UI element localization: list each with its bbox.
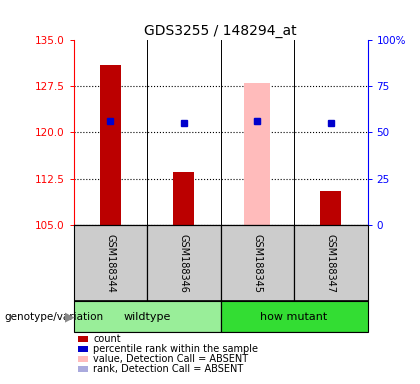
Text: rank, Detection Call = ABSENT: rank, Detection Call = ABSENT xyxy=(93,364,244,374)
Bar xyxy=(147,225,220,301)
Text: GSM188346: GSM188346 xyxy=(179,233,189,293)
Bar xyxy=(74,225,147,301)
Bar xyxy=(74,301,220,332)
Text: ▶: ▶ xyxy=(65,310,75,323)
Text: genotype/variation: genotype/variation xyxy=(4,312,103,322)
Text: GSM188347: GSM188347 xyxy=(326,233,336,293)
Text: GSM188344: GSM188344 xyxy=(105,233,115,293)
Bar xyxy=(220,301,368,332)
Bar xyxy=(173,172,194,225)
Bar xyxy=(100,65,121,225)
Text: count: count xyxy=(93,334,121,344)
Title: GDS3255 / 148294_at: GDS3255 / 148294_at xyxy=(144,24,297,38)
Bar xyxy=(244,83,270,225)
Bar xyxy=(320,191,341,225)
Text: value, Detection Call = ABSENT: value, Detection Call = ABSENT xyxy=(93,354,248,364)
Text: GSM188345: GSM188345 xyxy=(252,233,262,293)
Text: how mutant: how mutant xyxy=(260,312,328,322)
Bar xyxy=(294,225,368,301)
Bar xyxy=(220,225,294,301)
Text: percentile rank within the sample: percentile rank within the sample xyxy=(93,344,258,354)
Text: wildtype: wildtype xyxy=(123,312,171,322)
